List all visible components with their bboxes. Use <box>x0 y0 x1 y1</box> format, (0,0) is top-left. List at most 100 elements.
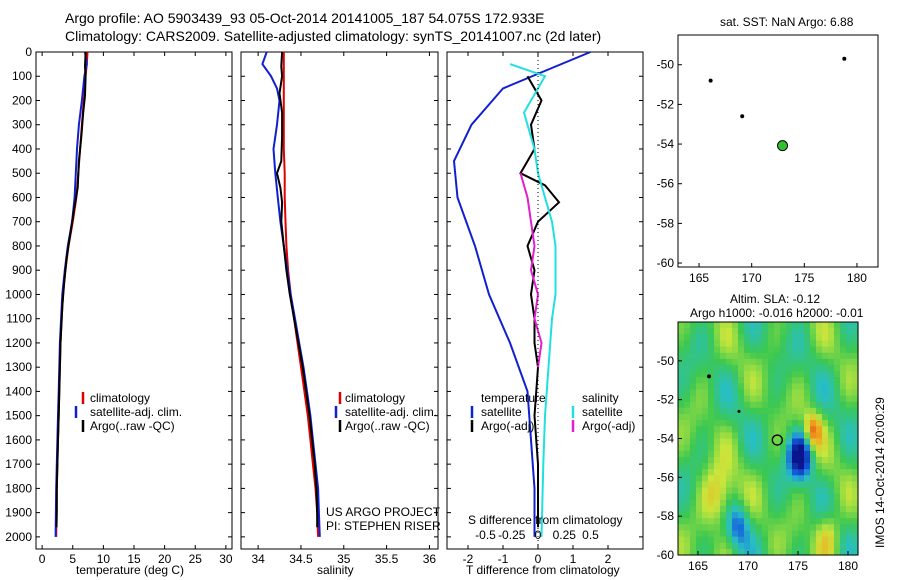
sla-cell <box>810 407 817 415</box>
sla-cell <box>846 524 853 531</box>
sla-cell <box>732 499 739 507</box>
sla-cell <box>774 475 781 482</box>
sla-cell <box>732 542 739 550</box>
sla-cell <box>732 481 739 489</box>
sla-cell <box>828 493 835 501</box>
sla-cell <box>840 340 847 348</box>
sla-cell <box>696 456 703 464</box>
legend-label-argo-t: Argo(-adj) <box>481 419 534 433</box>
sla-cell <box>684 524 691 531</box>
sla-cell <box>720 352 727 360</box>
sla-cell <box>684 499 691 507</box>
sla-cell <box>696 426 703 433</box>
sla-cell <box>810 414 817 421</box>
x-tick-label: 175 <box>794 271 814 285</box>
sla-cell <box>822 383 829 390</box>
x2-tick-label: 0.5 <box>582 528 599 542</box>
sla-cell <box>678 420 685 427</box>
sla-cell <box>678 401 685 409</box>
sla-cell <box>852 463 859 470</box>
sla-cell <box>738 426 745 433</box>
sla-cell <box>768 493 775 501</box>
sla-cell <box>732 389 739 397</box>
sla-cell <box>690 469 697 476</box>
sla-cell <box>756 346 763 354</box>
sla-cell <box>750 469 757 476</box>
series-line-satellite-adj-clim- <box>261 51 321 537</box>
sla-cell <box>810 512 817 519</box>
sla-cell <box>768 420 775 427</box>
sla-cell <box>714 450 721 458</box>
sla-cell <box>846 371 853 378</box>
sla-cell <box>804 364 811 372</box>
sla-cell <box>678 328 685 335</box>
sla-cell <box>816 450 823 458</box>
sla-cell <box>726 383 733 390</box>
sla-cell <box>834 328 841 335</box>
legend-label-sat-t: satellite <box>481 405 522 419</box>
sla-cell <box>684 407 691 415</box>
sla-cell <box>834 499 841 507</box>
sla-cell <box>678 493 685 501</box>
sla-cell <box>822 401 829 409</box>
sla-cell <box>780 358 787 366</box>
sla-cell <box>768 389 775 397</box>
sla-cell <box>678 450 685 458</box>
sla-cell <box>828 524 835 531</box>
sla-cell <box>828 346 835 354</box>
sla-cell <box>762 328 769 335</box>
sla-cell <box>708 438 715 446</box>
sla-cell <box>810 389 817 397</box>
sla-cell <box>714 414 721 421</box>
sla-cell <box>726 426 733 433</box>
sla-cell <box>852 414 859 421</box>
sla-cell <box>690 548 697 556</box>
sla-cell <box>768 505 775 513</box>
sla-cell <box>714 505 721 513</box>
sla-cell <box>738 377 745 384</box>
sla-cell <box>750 322 757 329</box>
x-tick-label: 5 <box>69 552 76 566</box>
sla-cell <box>768 401 775 409</box>
sla-cell <box>816 377 823 384</box>
sla-cell <box>804 536 811 544</box>
x-tick-label: 35.5 <box>375 552 399 566</box>
sla-cell <box>726 469 733 476</box>
sla-cell <box>762 438 769 446</box>
sla-cell <box>696 518 703 525</box>
sla-cell <box>780 481 787 489</box>
sla-cell <box>792 426 799 433</box>
sla-cell <box>738 469 745 476</box>
sla-cell <box>810 395 817 403</box>
sla-cell <box>714 469 721 476</box>
sla-cell <box>750 334 757 341</box>
sla-cell <box>684 481 691 489</box>
sla-cell <box>756 414 763 421</box>
sla-cell <box>834 395 841 403</box>
sla-cell <box>726 371 733 378</box>
sla-cell <box>762 536 769 544</box>
sla-cell <box>720 475 727 482</box>
sla-cell <box>816 487 823 495</box>
temperature-panel: 0 5 10 15 20 25 300100200300400500600700800900… <box>5 45 233 566</box>
sla-cell <box>846 475 853 482</box>
sla-cell <box>684 505 691 513</box>
sla-cell <box>834 401 841 409</box>
sla-cell <box>708 456 715 464</box>
sla-cell <box>690 395 697 403</box>
difference-xlabel: T difference from climatology <box>466 563 620 577</box>
sla-cell <box>714 322 721 329</box>
sla-cell <box>756 426 763 433</box>
sla-cell <box>834 475 841 482</box>
sla-cell <box>834 358 841 366</box>
sla-cell <box>678 414 685 421</box>
sla-cell <box>840 481 847 489</box>
sla-cell <box>750 542 757 550</box>
sla-cell <box>708 377 715 384</box>
sla-cell <box>822 420 829 427</box>
sla-cell <box>696 487 703 495</box>
sla-cell <box>726 444 733 452</box>
sla-cell <box>744 322 751 329</box>
x-tick-label: 20 <box>158 552 172 566</box>
sla-cell <box>750 475 757 482</box>
